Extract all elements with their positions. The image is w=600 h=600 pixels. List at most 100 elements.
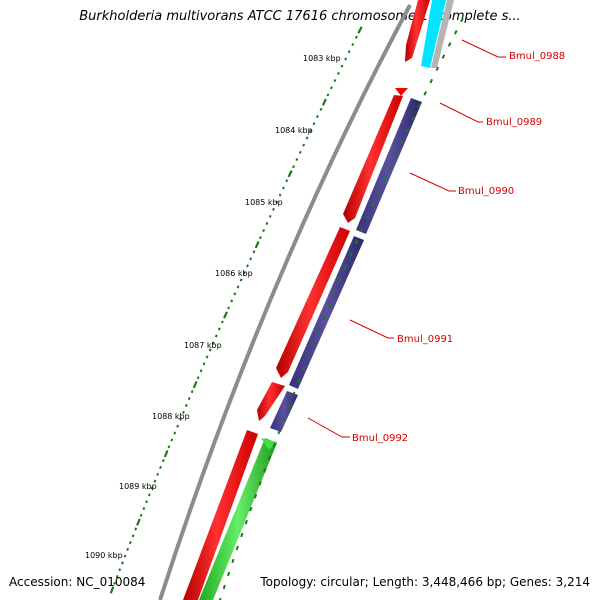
feature-bmul-0991-blue[interactable] bbox=[289, 236, 364, 389]
scale-label: 1083 kbp bbox=[303, 54, 341, 63]
tick-mark bbox=[327, 302, 332, 308]
tick-mark bbox=[278, 193, 282, 197]
tick-mark bbox=[262, 228, 266, 233]
tick-mark bbox=[435, 66, 440, 72]
scale-label: 1089 kbp bbox=[119, 482, 157, 491]
tick-mark bbox=[277, 429, 281, 435]
feature-bmul-0989-arrowhead[interactable] bbox=[395, 88, 408, 96]
tick-mark bbox=[113, 581, 116, 585]
gene-label-bmul-0992[interactable]: Bmul_0992 bbox=[352, 433, 408, 444]
tick-mark bbox=[330, 86, 333, 90]
tick-mark bbox=[338, 277, 342, 283]
tick-mark bbox=[136, 518, 141, 526]
tick-mark bbox=[302, 143, 306, 147]
tick-mark bbox=[205, 355, 209, 359]
tick-mark bbox=[315, 114, 319, 119]
tick-mark bbox=[109, 586, 115, 594]
gene-label-bmul-0989[interactable]: Bmul_0989 bbox=[486, 117, 542, 128]
tick-mark bbox=[208, 348, 212, 352]
tick-mark bbox=[292, 165, 295, 169]
tick-mark bbox=[357, 26, 363, 34]
tick-mark bbox=[170, 438, 174, 442]
tick-mark bbox=[218, 597, 222, 600]
tick-mark bbox=[354, 35, 358, 39]
chromosome-backbone bbox=[158, 4, 412, 600]
tick-mark bbox=[184, 403, 188, 407]
tick-mark bbox=[163, 450, 169, 458]
gene-label-bmul-0988[interactable]: Bmul_0988 bbox=[509, 51, 565, 62]
tick-mark bbox=[244, 519, 248, 525]
feature-bmul-0988-cyan[interactable] bbox=[421, 0, 446, 68]
scale-label: 1085 kbp bbox=[245, 198, 283, 207]
feature-bmul-0989-0990-blue[interactable] bbox=[356, 98, 422, 234]
tick-mark bbox=[246, 264, 249, 268]
feature-next-red[interactable] bbox=[183, 430, 258, 600]
tick-mark bbox=[235, 545, 239, 551]
tick-mark bbox=[285, 179, 289, 183]
tick-mark bbox=[230, 299, 234, 303]
tick-mark bbox=[441, 54, 446, 59]
tick-mark bbox=[240, 532, 244, 538]
topology-summary: Topology: circular; Length: 3,448,466 bp… bbox=[260, 575, 590, 589]
tick-mark bbox=[242, 271, 246, 275]
tick-mark bbox=[115, 574, 119, 579]
feature-bmul-0988-grey[interactable] bbox=[431, 0, 454, 68]
tick-mark bbox=[326, 93, 330, 97]
tick-mark bbox=[153, 479, 157, 483]
tick-mark bbox=[376, 190, 381, 195]
feature-bmul-0991-red[interactable] bbox=[276, 227, 350, 378]
tick-mark bbox=[337, 71, 340, 75]
tick-mark bbox=[236, 285, 240, 289]
tick-mark bbox=[360, 227, 364, 232]
feature-bmul-0989-red[interactable] bbox=[343, 95, 403, 223]
feature-bmul-0992-red[interactable] bbox=[257, 382, 285, 421]
tick-mark bbox=[220, 320, 224, 324]
feature-bmul-0992-blue[interactable] bbox=[270, 391, 298, 432]
tick-mark bbox=[405, 128, 410, 133]
tick-mark bbox=[272, 442, 276, 448]
tick-mark bbox=[167, 445, 171, 449]
tick-mark bbox=[309, 129, 312, 133]
tick-mark bbox=[297, 378, 301, 384]
scale-label: 1087 kbp bbox=[184, 341, 222, 350]
tick-mark bbox=[254, 241, 260, 249]
tick-mark bbox=[411, 115, 416, 121]
tick-mark bbox=[343, 265, 348, 270]
tick-mark bbox=[423, 91, 427, 96]
tick-mark bbox=[321, 98, 327, 106]
tick-mark bbox=[333, 290, 337, 295]
outer-tick-ring bbox=[218, 17, 464, 600]
tick-mark bbox=[223, 311, 228, 319]
gene-label-bmul-0991[interactable]: Bmul_0991 bbox=[397, 334, 453, 345]
tick-mark bbox=[347, 50, 351, 54]
tick-mark bbox=[319, 107, 323, 111]
tick-mark bbox=[429, 78, 434, 84]
tick-mark bbox=[295, 157, 299, 162]
tick-mark bbox=[317, 328, 321, 333]
tick-mark bbox=[249, 506, 253, 512]
tick-mark bbox=[287, 170, 293, 178]
feature-rna-green[interactable] bbox=[199, 438, 277, 600]
tick-mark bbox=[173, 431, 177, 435]
tick-mark bbox=[268, 214, 272, 218]
gene-leader-lines bbox=[307, 39, 506, 438]
tick-mark bbox=[179, 417, 182, 421]
feature-bmul-0988-red[interactable] bbox=[405, 0, 430, 62]
feature-green-arrowhead[interactable] bbox=[261, 438, 277, 450]
tick-mark bbox=[258, 481, 262, 486]
tick-mark bbox=[126, 547, 130, 551]
tick-mark bbox=[222, 584, 226, 590]
gene-label-bmul-0990[interactable]: Bmul_0990 bbox=[458, 186, 514, 197]
tick-mark bbox=[302, 366, 306, 371]
tick-mark bbox=[460, 17, 464, 23]
tick-mark bbox=[447, 42, 452, 47]
tick-mark bbox=[272, 207, 275, 211]
tick-mark bbox=[365, 214, 370, 220]
tick-mark bbox=[142, 507, 146, 511]
tick-mark bbox=[371, 202, 375, 207]
tick-mark bbox=[131, 534, 135, 538]
tick-mark bbox=[145, 500, 149, 504]
tick-mark bbox=[340, 64, 344, 68]
gene-labels: Bmul_0988 Bmul_0989 Bmul_0990 Bmul_0991 … bbox=[352, 51, 565, 444]
